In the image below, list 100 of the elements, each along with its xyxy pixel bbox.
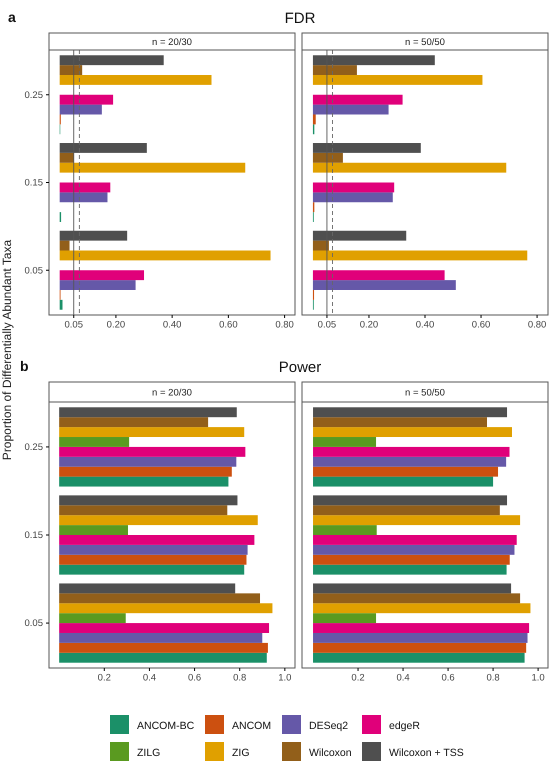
bar [312, 114, 316, 124]
bar [59, 505, 228, 516]
x-tick-label: 0.4 [142, 672, 156, 684]
bar [59, 544, 248, 555]
legend-label: Wilcoxon + TSS [389, 747, 464, 759]
x-tick-label: 0.20 [360, 320, 378, 331]
x-tick-label: 0.20 [106, 320, 126, 331]
bar [60, 280, 136, 290]
chart-subtitle: n = 20/30 [152, 37, 192, 48]
bar [59, 652, 267, 663]
legend-label: ANCOM [232, 720, 272, 732]
bar [60, 65, 82, 76]
bar [313, 613, 376, 624]
y-tick-label: 0.25 [24, 90, 43, 101]
x-tick-label: 0.40 [416, 320, 434, 331]
bar [59, 407, 237, 418]
x-tick-label: 0.6 [441, 672, 455, 684]
bar [59, 456, 236, 467]
bar [60, 75, 212, 85]
bar [313, 466, 498, 477]
bar [60, 104, 102, 114]
x-tick-label: 0.6 [188, 672, 202, 684]
legend-label: DESeq2 [309, 720, 348, 732]
bar [313, 495, 508, 506]
bar [312, 75, 482, 85]
bar [312, 280, 456, 290]
bar [312, 250, 528, 260]
bar [312, 192, 393, 202]
y-tick-label: 0.05 [24, 265, 43, 276]
bar [313, 525, 377, 535]
bar [312, 162, 506, 173]
x-tick-label: 0.60 [219, 320, 238, 331]
bar [312, 104, 389, 114]
bar [59, 427, 244, 438]
bar [313, 632, 528, 643]
y-tick-label: 0.05 [24, 618, 43, 630]
y-tick-label: 0.15 [24, 530, 43, 542]
bar [313, 642, 526, 653]
bar [59, 623, 270, 633]
text: a [8, 9, 16, 25]
bar [312, 65, 357, 76]
x-tick-label: 1.0 [531, 672, 545, 684]
chart-title: Power [278, 359, 322, 376]
x-tick-label: 0.2 [351, 672, 365, 684]
bar [60, 300, 62, 310]
bar [60, 270, 144, 280]
bar [59, 446, 246, 457]
bar [59, 642, 268, 653]
x-tick-label: 0.05 [318, 320, 336, 331]
bar [313, 535, 517, 545]
x-tick-label: 0.8 [486, 672, 500, 684]
bar [59, 603, 272, 614]
bar [60, 162, 246, 173]
legend-label: ZILG [137, 747, 160, 759]
bar [59, 632, 262, 643]
bar [313, 603, 530, 614]
bar [312, 94, 403, 105]
bar [313, 427, 512, 438]
bar [59, 583, 236, 594]
bar [312, 182, 394, 192]
bar [59, 554, 246, 565]
text: b [20, 358, 29, 374]
bar [313, 407, 508, 418]
x-tick-label: 0.8 [233, 672, 246, 684]
x-tick-label: 0.2 [98, 672, 111, 684]
legend-label: ANCOM-BC [137, 720, 195, 732]
chart-subtitle: n = 50/50 [405, 388, 445, 398]
bar [59, 476, 228, 487]
bar [313, 593, 520, 604]
bar [59, 525, 128, 535]
bar [313, 446, 510, 457]
x-tick-label: 0.4 [396, 672, 410, 684]
bar [60, 94, 114, 105]
bar [313, 505, 500, 516]
x-tick-label: 0.80 [528, 320, 546, 331]
chart-subtitle: n = 50/50 [405, 37, 445, 48]
bar [313, 456, 506, 467]
bar [59, 593, 260, 604]
bar [312, 152, 343, 163]
bar [313, 623, 530, 633]
bar [59, 495, 238, 506]
bar [312, 240, 329, 251]
bar [313, 437, 376, 447]
bar [60, 240, 70, 251]
bar [313, 564, 507, 575]
bar [313, 652, 525, 663]
bar [59, 613, 126, 624]
bar [59, 515, 258, 526]
bar [313, 583, 512, 594]
chart-title: FDR [284, 10, 316, 27]
bar [313, 476, 494, 487]
bar [60, 250, 271, 260]
legend-label: edgeR [389, 720, 420, 732]
bar [313, 554, 510, 565]
x-tick-label: 1.0 [278, 672, 292, 684]
bar [312, 270, 445, 280]
bar [59, 466, 232, 477]
bar [313, 417, 488, 428]
bar [59, 535, 254, 545]
y-axis-title: Proportion of Differentially Abundant Taxa [0, 239, 14, 460]
